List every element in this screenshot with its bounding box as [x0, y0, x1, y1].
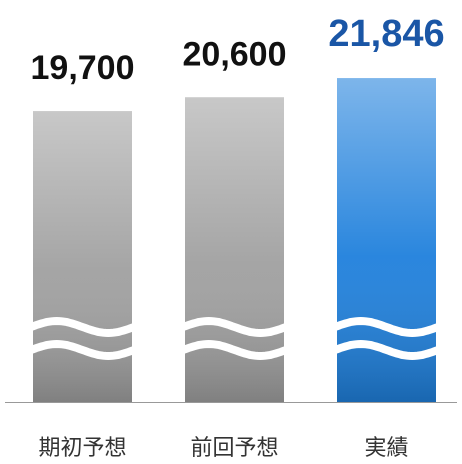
value-label: 19,700	[31, 49, 135, 87]
axis-break	[333, 316, 440, 338]
axis-break	[29, 339, 136, 361]
value-label: 20,600	[183, 35, 287, 73]
axis-break	[181, 316, 288, 338]
x-tick-label: 前回予想	[190, 435, 278, 460]
axis-break	[181, 339, 288, 361]
value-label: 21,846	[328, 13, 444, 55]
axis-break	[29, 316, 136, 338]
axis-break	[333, 339, 440, 361]
x-tick-label: 期初予想	[38, 435, 126, 460]
x-tick-label: 実績	[364, 435, 408, 460]
